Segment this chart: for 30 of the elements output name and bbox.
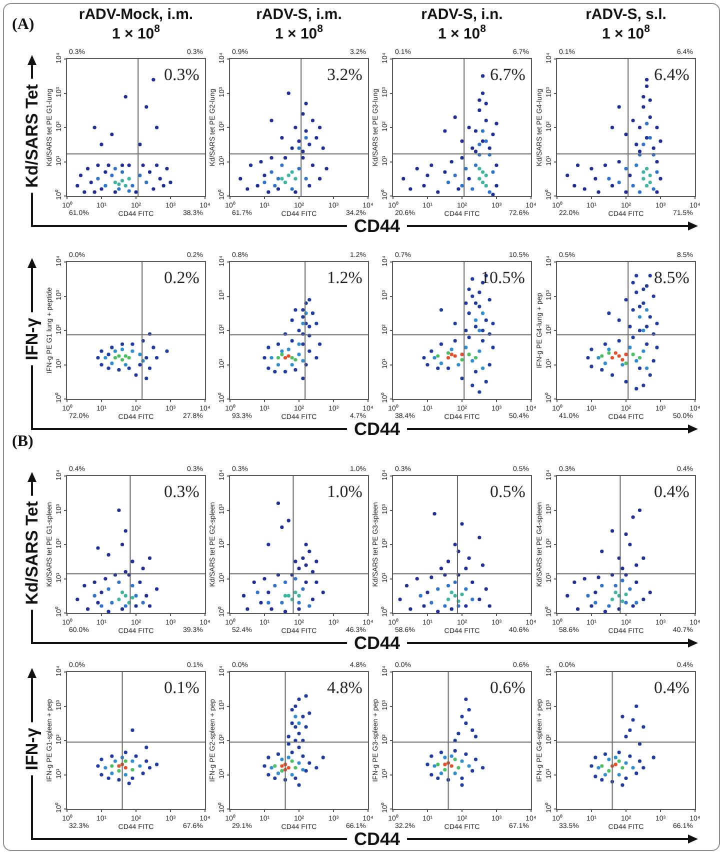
text: (A) [12,16,34,33]
annotation: 3.2% [327,65,362,84]
chart-title: rADV-S, i.m. 1 × 10$^{8}$ [256,6,342,42]
text: CD44 [346,829,408,849]
annotation: 10.5% [481,268,525,287]
annotation: 1.0% [327,482,362,501]
text: CD44 [346,633,408,653]
text: Kd/SARS Tet [22,496,42,610]
annotation: 8.5% [654,268,690,287]
chart-title: rADV-Mock, i.m. 1 × 10$^{8}$ [78,6,194,42]
annotation: 0.6% [490,678,526,697]
annotation: 0.4% [654,482,690,501]
annotation: 0.3% [164,65,200,84]
annotation: 0.3% [164,482,200,501]
annotation: 4.8% [327,678,362,697]
text: IFN-γ [22,722,42,775]
annotation: 0.5% [490,482,526,501]
annotation: 6.7% [490,65,526,84]
text: IFN-γ [22,312,42,365]
text: CD44 [346,216,408,236]
annotation: 0.1% [164,678,200,697]
chart-title: rADV-S, s.l. 1 × 10$^{8}$ [586,6,666,42]
annotation: 0.2% [164,268,200,287]
annotation: 1.2% [327,268,362,287]
text: (B) [12,433,34,450]
annotation: 6.4% [654,65,690,84]
text: CD44 [346,419,408,439]
chart-title: rADV-S, i.n. 1 × 10$^{8}$ [421,6,503,42]
annotation: 0.4% [654,678,690,697]
text: Kd/SARS Tet [22,78,42,192]
